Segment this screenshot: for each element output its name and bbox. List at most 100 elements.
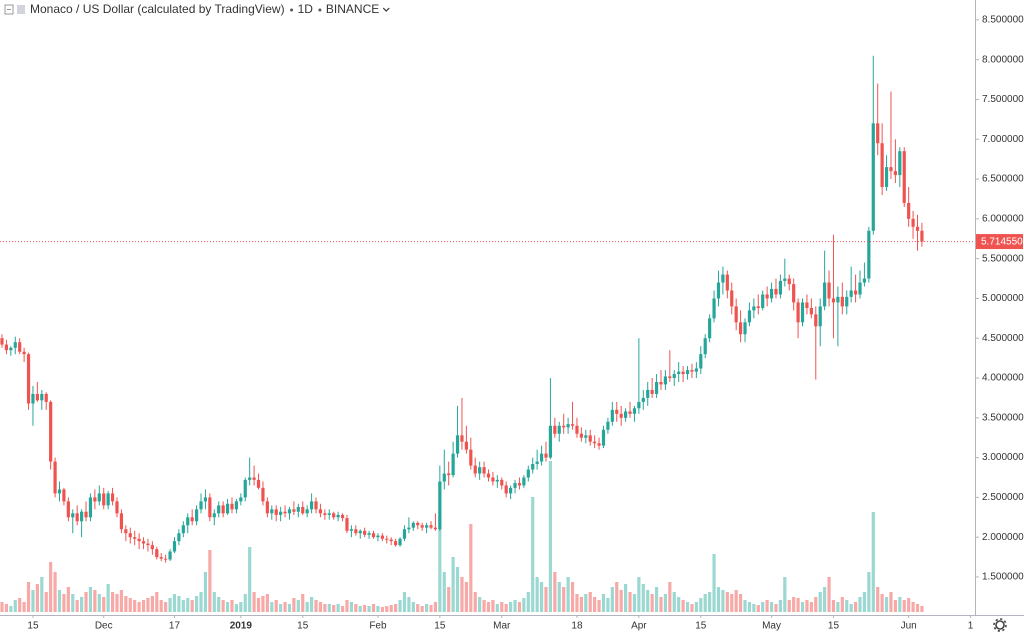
volume-bar (814, 597, 818, 612)
volume-bar (486, 602, 491, 612)
volume-bar (279, 604, 283, 612)
volume-bar (641, 584, 645, 612)
candle-body (871, 123, 875, 231)
candle-body (796, 302, 800, 323)
candle-body (314, 501, 318, 510)
candle-body (354, 529, 358, 534)
volume-bar (522, 598, 526, 612)
candle-body (473, 465, 477, 474)
candle-body (716, 282, 721, 299)
volume-bar (787, 600, 791, 612)
gear-teeth (993, 618, 1007, 632)
volume-bar (31, 590, 35, 612)
collapse-icon[interactable] (4, 4, 14, 15)
volume-bar (920, 606, 924, 612)
volume-bar (915, 604, 920, 612)
settings-button[interactable] (993, 618, 1007, 632)
candle-body (124, 529, 128, 534)
candle-body (402, 529, 407, 539)
candle-body (694, 368, 698, 372)
volume-bar (761, 602, 765, 612)
candle-body (632, 408, 637, 414)
candle-body (287, 509, 292, 514)
candle-body (641, 397, 645, 402)
candle-body (53, 461, 57, 494)
candle-body (345, 518, 349, 531)
volume-bar (261, 596, 265, 612)
volume-bar (429, 605, 433, 612)
candle-body (164, 558, 168, 560)
volume-bar (133, 600, 137, 612)
volume-bar (478, 597, 482, 612)
candle-body (292, 509, 296, 512)
candle-body (575, 425, 579, 434)
candle-body (18, 342, 22, 352)
candle-body (270, 509, 274, 514)
volume-bar (314, 600, 318, 612)
volume-bar (296, 600, 300, 612)
volume-bar (106, 584, 110, 612)
volume-bar (893, 600, 897, 612)
gear-icon[interactable] (995, 620, 1005, 630)
candle-body (398, 538, 402, 546)
candle-body (75, 513, 79, 522)
candle-body (49, 401, 53, 462)
volume-bar (575, 594, 579, 612)
volume-bar (593, 597, 597, 612)
volume-bar (380, 607, 384, 612)
candle-body (309, 501, 314, 510)
volume-bar (451, 557, 455, 612)
volume-bar (800, 602, 805, 612)
volume-bar (164, 602, 168, 612)
candle-body (522, 477, 526, 486)
volume-bar (911, 602, 915, 612)
candle-body (712, 298, 716, 319)
interval[interactable]: 1D (298, 2, 314, 16)
volume-bar (902, 600, 906, 612)
y-tick-label: 4.500000 (982, 333, 1024, 344)
exchange[interactable]: BINANCE (326, 2, 379, 16)
candle-body (787, 278, 791, 285)
candle-body (451, 453, 455, 476)
volume-bar (0, 602, 4, 612)
volume-bar (221, 600, 225, 612)
candle-body (509, 487, 513, 494)
volume-bar (159, 600, 163, 612)
candle-body (853, 290, 858, 295)
candle-body (628, 411, 632, 414)
header: Monaco / US Dollar (calculated by Tradin… (4, 2, 390, 16)
candle-body (588, 435, 592, 442)
candle-body (650, 389, 654, 394)
symbol-title[interactable]: Monaco / US Dollar (calculated by Tradin… (30, 2, 285, 16)
candle-body (420, 525, 424, 528)
volume-bar (725, 592, 729, 612)
volume-bar (566, 577, 570, 612)
volume-bar (747, 602, 752, 612)
volume-bar (721, 590, 725, 612)
candle-body (168, 551, 172, 560)
volume-bar (619, 590, 623, 612)
volume-bar (26, 582, 31, 612)
candle-body (637, 401, 641, 409)
volume-bar (57, 590, 62, 612)
volume-bar (464, 582, 468, 612)
candle-body (234, 501, 239, 510)
volume-bar (601, 594, 606, 612)
candle-body (734, 306, 738, 323)
volume-bar (203, 572, 208, 612)
volume-bar (455, 567, 460, 612)
volume-bar (292, 598, 296, 612)
dropdown-chevron[interactable] (382, 7, 390, 12)
volume-bar (703, 594, 707, 612)
volume-bar (654, 587, 659, 612)
candle-body (915, 226, 920, 231)
candle-body (97, 493, 101, 502)
candle-body (469, 449, 473, 466)
candle-body (44, 393, 48, 402)
volume-bar (690, 604, 694, 612)
volume-bar (792, 597, 796, 612)
volume-bar (752, 604, 756, 612)
volume-bar (301, 594, 305, 612)
volume-bar (402, 592, 407, 612)
